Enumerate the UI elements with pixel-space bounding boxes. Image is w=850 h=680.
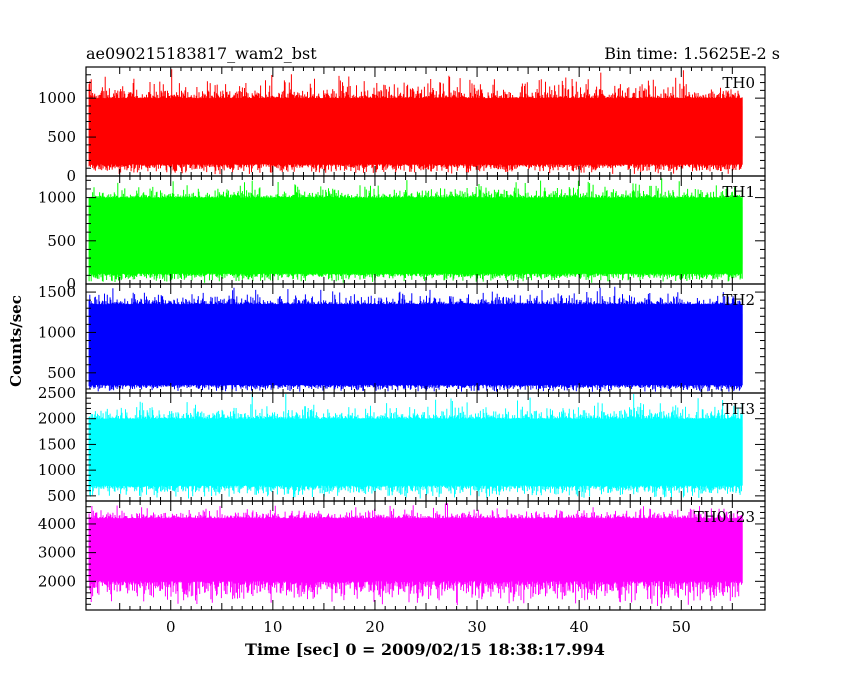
y-tick-label-th2: 500: [47, 364, 76, 382]
y-tick-label-th1: 0: [66, 275, 76, 293]
y-tick-label-th3: 1000: [38, 461, 76, 479]
x-tick-label: 20: [365, 618, 384, 636]
chart-title: ae090215183817_wam2_bst: [86, 44, 317, 63]
y-tick-label-th3: 2000: [38, 410, 76, 428]
y-tick-label-th0: 500: [47, 128, 76, 146]
y-tick-label-th0123: 4000: [38, 515, 76, 533]
panel-label-th1: TH1: [722, 183, 755, 201]
x-tick-label: 10: [263, 618, 282, 636]
series-band-th0: [89, 106, 743, 157]
y-tick-label-th1: 500: [47, 232, 76, 250]
y-tick-label-th0: 0: [66, 167, 76, 185]
x-tick-label: 30: [468, 618, 487, 636]
y-tick-label-th3: 2500: [38, 384, 76, 402]
x-tick-label: 50: [672, 618, 691, 636]
bin-time-label: Bin time: 1.5625E-2 s: [604, 44, 780, 63]
y-tick-label-th0: 1000: [38, 89, 76, 107]
panel-label-th0: TH0: [722, 74, 755, 92]
x-tick-label: 40: [570, 618, 589, 636]
panel-frame-th0123: [85, 500, 766, 611]
y-tick-label-th0123: 3000: [38, 544, 76, 562]
series-band-th1: [89, 206, 743, 265]
x-axis-label: Time [sec] 0 = 2009/02/15 18:38:17.994: [245, 640, 605, 659]
y-tick-label-th2: 1000: [38, 323, 76, 341]
series-band-th2: [89, 313, 743, 376]
y-tick-label-th2: 1500: [38, 283, 76, 301]
y-tick-label-th0123: 2000: [38, 572, 76, 590]
series-band-th3: [89, 426, 743, 478]
panel-label-th3: TH3: [722, 400, 755, 418]
x-tick-label: 0: [166, 618, 176, 636]
panel-label-th2: TH2: [722, 291, 755, 309]
panel-label-th0123: TH0123: [694, 508, 755, 526]
y-tick-label-th3: 1500: [38, 435, 76, 453]
y-tick-label-th1: 1000: [38, 189, 76, 207]
y-axis-label: Counts/sec: [7, 295, 25, 387]
y-tick-label-th3: 500: [47, 487, 76, 505]
series-band-th0123: [89, 525, 743, 574]
